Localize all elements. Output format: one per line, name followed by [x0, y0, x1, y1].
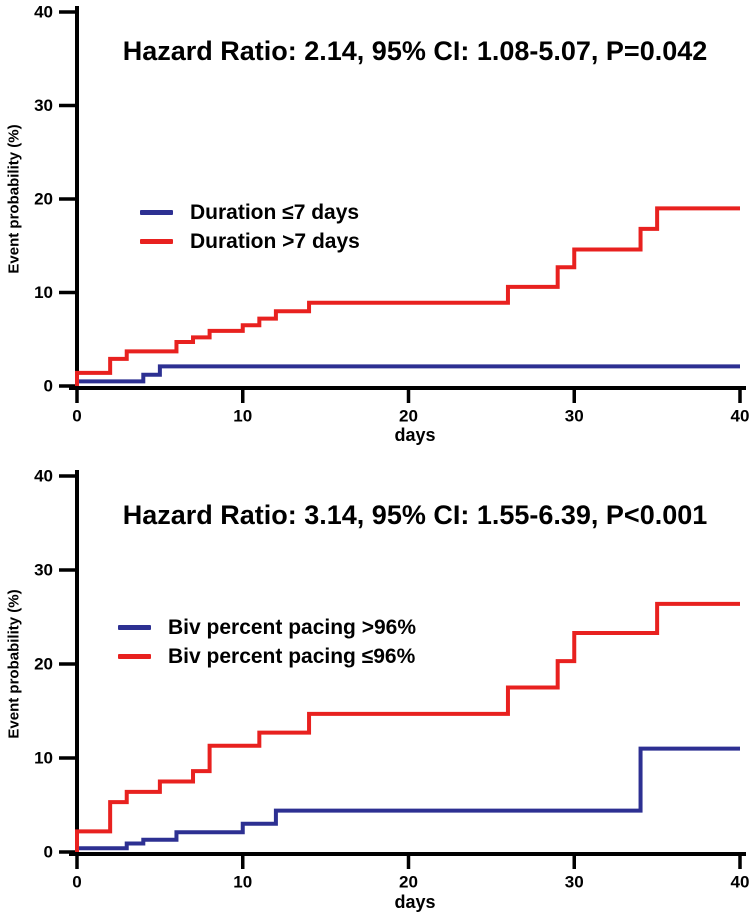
y-tick-label: 20: [34, 190, 53, 209]
legend-label-duration-gt7: Duration >7 days: [190, 229, 360, 253]
blue-line-sample-icon: [140, 210, 173, 215]
y-tick-label: 0: [44, 377, 53, 396]
x-tick-label: 20: [399, 873, 418, 892]
x-tick-label: 0: [72, 873, 81, 892]
y-tick-label: 30: [34, 561, 53, 580]
x-tick-label: 10: [233, 873, 252, 892]
legend: Biv percent pacing >96% Biv percent paci…: [118, 613, 416, 671]
legend-item: Biv percent pacing ≤96%: [118, 642, 416, 671]
legend-item: Duration >7 days: [140, 227, 360, 256]
legend-label-duration-le7: Duration ≤7 days: [190, 200, 360, 224]
y-tick-label: 30: [34, 96, 53, 115]
km-curve-red: [75, 601, 740, 852]
red-line-sample-icon: [118, 654, 151, 659]
x-tick-label: 20: [399, 407, 418, 426]
km-panel-biv-pacing: 0 10 20 30 40 0 10 20 30 40 Hazard Ratio: 3.14, 9…: [0, 458, 750, 916]
legend: Duration ≤7 days Duration >7 days: [140, 198, 360, 256]
km-panel-duration: 0 10 20 30 40 0 10 20 30 40 Hazard Ratio: 2.14, 9…: [5, 3, 750, 446]
legend-item: Biv percent pacing >96%: [118, 613, 416, 642]
y-axis-label: Event probability (%): [5, 124, 23, 274]
y-tick-label: 40: [34, 3, 53, 22]
y-axis-label: Event probability (%): [5, 589, 23, 739]
x-tick-label: 40: [731, 407, 750, 426]
red-line-sample-icon: [140, 239, 173, 244]
x-tick-label: 30: [565, 407, 584, 426]
x-tick-label: 0: [72, 407, 81, 426]
biv-pacing-plot-svg: 0 10 20 30 40 0 10 20 30 40: [34, 467, 750, 892]
legend-label-pacing-gt96: Biv percent pacing >96%: [168, 615, 417, 639]
x-axis-label: days: [394, 425, 436, 445]
km-curve-blue: [75, 364, 740, 386]
km-curve-red: [75, 206, 740, 386]
hazard-ratio-title: Hazard Ratio: 2.14, 95% CI: 1.08-5.07, P…: [122, 36, 708, 66]
legend-label-pacing-le96: Biv percent pacing ≤96%: [168, 644, 416, 668]
x-axis-label: days: [394, 892, 436, 912]
km-curve-blue: [75, 746, 740, 852]
duration-plot-svg: 0 10 20 30 40 0 10 20 30 40: [34, 3, 750, 426]
y-tick-label: 40: [34, 467, 53, 486]
hazard-ratio-title: Hazard Ratio: 3.14, 95% CI: 1.55-6.39, P…: [122, 500, 708, 530]
y-tick-label: 20: [34, 655, 53, 674]
blue-line-sample-icon: [118, 625, 151, 630]
y-tick-label: 0: [44, 843, 53, 862]
x-tick-label: 30: [565, 873, 584, 892]
y-tick-label: 10: [34, 283, 53, 302]
x-tick-label: 40: [731, 873, 750, 892]
y-tick-label: 10: [34, 749, 53, 768]
legend-item: Duration ≤7 days: [140, 198, 360, 227]
x-tick-label: 10: [233, 407, 252, 426]
